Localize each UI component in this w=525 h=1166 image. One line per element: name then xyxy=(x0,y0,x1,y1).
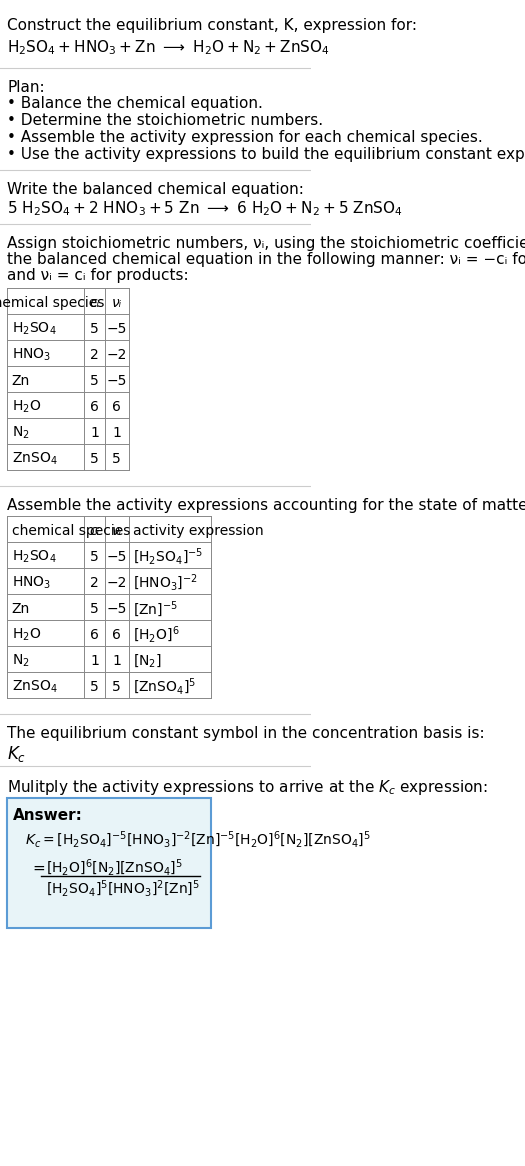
Text: Answer:: Answer: xyxy=(13,808,83,823)
Text: $[\mathrm{Zn}]^{-5}$: $[\mathrm{Zn}]^{-5}$ xyxy=(133,599,178,619)
Text: 5: 5 xyxy=(90,452,99,466)
Text: $[\mathrm{H_2SO_4}]^{-5}$: $[\mathrm{H_2SO_4}]^{-5}$ xyxy=(133,547,203,567)
Text: 1: 1 xyxy=(90,426,99,440)
Text: $[\mathrm{HNO_3}]^{-2}$: $[\mathrm{HNO_3}]^{-2}$ xyxy=(133,573,198,593)
FancyBboxPatch shape xyxy=(7,340,129,366)
FancyBboxPatch shape xyxy=(7,288,129,314)
Text: 5: 5 xyxy=(112,452,121,466)
Text: • Use the activity expressions to build the equilibrium constant expression.: • Use the activity expressions to build … xyxy=(7,147,525,162)
Text: −5: −5 xyxy=(107,550,127,564)
Text: 6: 6 xyxy=(90,628,99,642)
Text: Assign stoichiometric numbers, νᵢ, using the stoichiometric coefficients, cᵢ, fr: Assign stoichiometric numbers, νᵢ, using… xyxy=(7,236,525,251)
Text: • Determine the stoichiometric numbers.: • Determine the stoichiometric numbers. xyxy=(7,113,323,128)
Text: 1: 1 xyxy=(112,654,121,668)
Text: 5: 5 xyxy=(90,322,99,336)
Text: Assemble the activity expressions accounting for the state of matter and νᵢ:: Assemble the activity expressions accoun… xyxy=(7,498,525,513)
Text: $\mathrm{ZnSO_4}$: $\mathrm{ZnSO_4}$ xyxy=(12,451,58,468)
Text: 5: 5 xyxy=(90,550,99,564)
Text: $\mathrm{N_2}$: $\mathrm{N_2}$ xyxy=(12,424,29,441)
Text: $\mathrm{H_2SO_4}$: $\mathrm{H_2SO_4}$ xyxy=(12,321,56,337)
Text: Zn: Zn xyxy=(12,374,30,388)
Text: Write the balanced chemical equation:: Write the balanced chemical equation: xyxy=(7,182,304,197)
Text: $\mathrm{HNO_3}$: $\mathrm{HNO_3}$ xyxy=(12,575,51,591)
Text: 2: 2 xyxy=(90,576,99,590)
Text: $\mathrm{N_2}$: $\mathrm{N_2}$ xyxy=(12,653,29,669)
Text: $\mathrm{H_2O}$: $\mathrm{H_2O}$ xyxy=(12,399,41,415)
Text: 6: 6 xyxy=(90,400,99,414)
FancyBboxPatch shape xyxy=(7,366,129,392)
Text: νᵢ: νᵢ xyxy=(111,524,122,538)
Text: The equilibrium constant symbol in the concentration basis is:: The equilibrium constant symbol in the c… xyxy=(7,726,485,742)
Text: 5: 5 xyxy=(112,680,121,694)
Text: Zn: Zn xyxy=(12,602,30,616)
Text: =: = xyxy=(32,861,45,876)
Text: $\mathrm{5\ H_2SO_4 + 2\ HNO_3 + 5\ Zn\ \longrightarrow\ 6\ H_2O + N_2 + 5\ ZnSO: $\mathrm{5\ H_2SO_4 + 2\ HNO_3 + 5\ Zn\ … xyxy=(7,199,403,218)
Text: • Balance the chemical equation.: • Balance the chemical equation. xyxy=(7,96,263,111)
Text: Plan:: Plan: xyxy=(7,80,45,94)
Text: activity expression: activity expression xyxy=(133,524,264,538)
Text: 2: 2 xyxy=(90,347,99,361)
Text: −5: −5 xyxy=(107,322,127,336)
FancyBboxPatch shape xyxy=(7,798,212,928)
Text: 6: 6 xyxy=(112,400,121,414)
Text: $\mathrm{HNO_3}$: $\mathrm{HNO_3}$ xyxy=(12,346,51,363)
Text: $K_c = [\mathrm{H_2SO_4}]^{-5}[\mathrm{HNO_3}]^{-2}[\mathrm{Zn}]^{-5}[\mathrm{H_: $K_c = [\mathrm{H_2SO_4}]^{-5}[\mathrm{H… xyxy=(25,830,371,850)
Text: $\mathrm{ZnSO_4}$: $\mathrm{ZnSO_4}$ xyxy=(12,679,58,695)
Text: −5: −5 xyxy=(107,602,127,616)
Text: 5: 5 xyxy=(90,602,99,616)
Text: $\mathrm{H_2SO_4 + HNO_3 + Zn\ \longrightarrow\ H_2O + N_2 + ZnSO_4}$: $\mathrm{H_2SO_4 + HNO_3 + Zn\ \longrigh… xyxy=(7,38,330,57)
FancyBboxPatch shape xyxy=(7,444,129,470)
Text: 5: 5 xyxy=(90,374,99,388)
Text: cᵢ: cᵢ xyxy=(89,524,100,538)
Text: chemical species: chemical species xyxy=(0,296,105,310)
Text: Mulitply the activity expressions to arrive at the $K_c$ expression:: Mulitply the activity expressions to arr… xyxy=(7,778,488,798)
Text: chemical species: chemical species xyxy=(12,524,130,538)
Text: 1: 1 xyxy=(112,426,121,440)
Text: • Assemble the activity expression for each chemical species.: • Assemble the activity expression for e… xyxy=(7,129,483,145)
Text: $\mathrm{H_2SO_4}$: $\mathrm{H_2SO_4}$ xyxy=(12,549,56,566)
FancyBboxPatch shape xyxy=(7,314,129,340)
Text: 5: 5 xyxy=(90,680,99,694)
Text: −5: −5 xyxy=(107,374,127,388)
Text: and νᵢ = cᵢ for products:: and νᵢ = cᵢ for products: xyxy=(7,268,188,283)
Text: the balanced chemical equation in the following manner: νᵢ = −cᵢ for reactants: the balanced chemical equation in the fo… xyxy=(7,252,525,267)
Text: cᵢ: cᵢ xyxy=(89,296,100,310)
Text: $[\mathrm{H_2O}]^{6}[\mathrm{N_2}][\mathrm{ZnSO_4}]^{5}$: $[\mathrm{H_2O}]^{6}[\mathrm{N_2}][\math… xyxy=(46,858,182,878)
Text: −2: −2 xyxy=(107,347,127,361)
Text: $[\mathrm{ZnSO_4}]^{5}$: $[\mathrm{ZnSO_4}]^{5}$ xyxy=(133,676,196,697)
Text: $[\mathrm{H_2SO_4}]^{5}[\mathrm{HNO_3}]^{2}[\mathrm{Zn}]^{5}$: $[\mathrm{H_2SO_4}]^{5}[\mathrm{HNO_3}]^… xyxy=(46,879,200,899)
Text: $\mathrm{H_2O}$: $\mathrm{H_2O}$ xyxy=(12,627,41,644)
Text: $K_c$: $K_c$ xyxy=(7,744,26,764)
Text: $[\mathrm{H_2O}]^{6}$: $[\mathrm{H_2O}]^{6}$ xyxy=(133,625,180,645)
Text: 6: 6 xyxy=(112,628,121,642)
FancyBboxPatch shape xyxy=(7,417,129,444)
Text: Construct the equilibrium constant, K, expression for:: Construct the equilibrium constant, K, e… xyxy=(7,17,417,33)
Text: $[\mathrm{N_2}]$: $[\mathrm{N_2}]$ xyxy=(133,653,162,669)
Text: νᵢ: νᵢ xyxy=(111,296,122,310)
Text: 1: 1 xyxy=(90,654,99,668)
Text: −2: −2 xyxy=(107,576,127,590)
FancyBboxPatch shape xyxy=(7,392,129,417)
